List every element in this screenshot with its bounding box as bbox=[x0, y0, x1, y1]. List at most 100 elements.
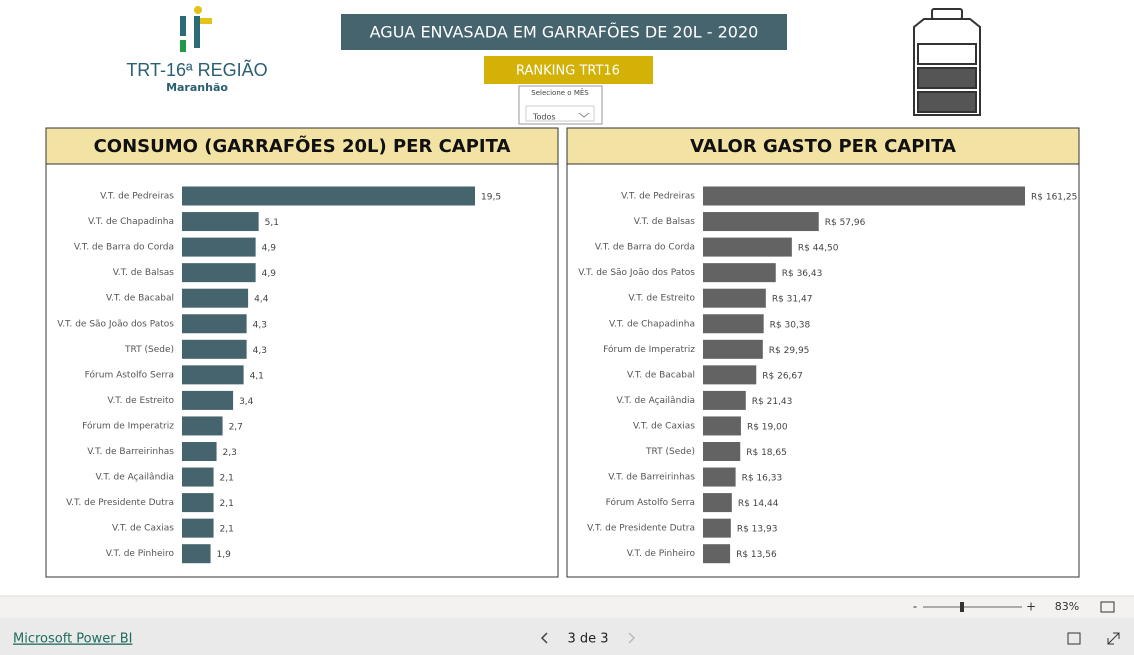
bar bbox=[182, 518, 214, 538]
bar bbox=[182, 212, 259, 232]
slicer-label: Selecione o MÊS bbox=[531, 88, 589, 97]
value-label: R$ 161,25 bbox=[1031, 193, 1077, 203]
subtitle-box bbox=[484, 56, 653, 84]
category-label: TRT (Sede) bbox=[124, 345, 174, 355]
brand-link[interactable]: Microsoft Power BI bbox=[13, 632, 132, 647]
zoom-in[interactable]: + bbox=[1026, 600, 1036, 614]
fit-page[interactable] bbox=[1100, 601, 1115, 613]
bar bbox=[703, 544, 731, 564]
category-label: V.T. de Barra do Corda bbox=[595, 243, 695, 253]
category-label: V.T. de Pedreiras bbox=[621, 192, 695, 202]
value-label: 4,9 bbox=[262, 244, 277, 254]
bar bbox=[182, 365, 244, 385]
bar bbox=[182, 263, 256, 283]
page-indicator: 3 de 3 bbox=[567, 632, 608, 647]
category-label: V.T. de Estreito bbox=[107, 396, 174, 406]
logo-title: TRT-16ª REGIÃO bbox=[126, 59, 267, 80]
value-label: 4,3 bbox=[253, 320, 267, 330]
bar bbox=[703, 237, 792, 257]
value-label: 3,4 bbox=[239, 397, 254, 407]
category-label: V.T. de Chapadinha bbox=[88, 217, 174, 227]
title-box bbox=[341, 14, 787, 50]
value-label: R$ 57,96 bbox=[825, 218, 866, 228]
category-label: V.T. de Pedreiras bbox=[100, 192, 174, 202]
value-label: R$ 31,47 bbox=[772, 295, 813, 305]
category-label: V.T. de Caxias bbox=[633, 421, 695, 431]
bar bbox=[182, 237, 256, 257]
category-label: V.T. de Pinheiro bbox=[106, 549, 175, 559]
bar bbox=[703, 416, 741, 436]
value-label: 1,9 bbox=[217, 550, 232, 560]
bar bbox=[182, 186, 475, 206]
zoom-thumb[interactable] bbox=[960, 602, 964, 612]
zoom-bar bbox=[0, 596, 1134, 618]
zoom-out[interactable]: - bbox=[913, 600, 917, 614]
dropdown-arrow bbox=[578, 112, 590, 118]
category-label: V.T. de Balsas bbox=[113, 268, 175, 278]
value-label: 5,1 bbox=[265, 218, 279, 228]
slicer-value: Todos bbox=[532, 113, 556, 122]
chart-title: CONSUMO (GARRAFÕES 20L) PER CAPITA bbox=[94, 134, 511, 157]
bar bbox=[703, 390, 746, 410]
panel-header bbox=[45, 127, 559, 165]
bar bbox=[182, 442, 217, 461]
category-label: V.T. de Bacabal bbox=[627, 370, 695, 380]
value-label: R$ 14,44 bbox=[738, 499, 779, 509]
prev-page[interactable] bbox=[540, 632, 548, 644]
value-label: R$ 21,43 bbox=[752, 397, 793, 407]
bar bbox=[182, 339, 247, 359]
value-label: R$ 30,38 bbox=[770, 320, 811, 330]
category-label: V.T. de Pinheiro bbox=[627, 549, 696, 559]
value-label: R$ 29,95 bbox=[769, 346, 810, 356]
value-label: R$ 44,50 bbox=[798, 244, 839, 254]
category-label: V.T. de São João dos Patos bbox=[578, 268, 695, 278]
bar bbox=[182, 467, 214, 487]
value-label: R$ 16,33 bbox=[742, 474, 783, 484]
bar bbox=[703, 263, 776, 283]
bar bbox=[703, 467, 736, 487]
value-label: 2,1 bbox=[220, 474, 234, 484]
category-label: TRT (Sede) bbox=[645, 447, 695, 457]
report-subtitle: RANKING TRT16 bbox=[516, 64, 620, 79]
bar bbox=[703, 212, 819, 232]
category-label: V.T. de Balsas bbox=[634, 217, 696, 227]
value-label: R$ 19,00 bbox=[747, 422, 788, 432]
share[interactable] bbox=[1067, 632, 1081, 645]
value-label: 2,3 bbox=[223, 448, 237, 458]
bottle-icon bbox=[913, 8, 981, 116]
value-label: 4,9 bbox=[262, 269, 277, 279]
slicer-dropdown[interactable] bbox=[525, 105, 595, 122]
value-label: 2,7 bbox=[229, 422, 243, 432]
logo-subtitle: Maranhão bbox=[166, 81, 228, 94]
bar bbox=[703, 518, 731, 538]
bar bbox=[182, 390, 234, 410]
category-label: V.T. de Barreirinhas bbox=[608, 473, 695, 483]
fullscreen[interactable] bbox=[1107, 632, 1120, 645]
panel-header bbox=[566, 127, 1080, 165]
category-label: V.T. de Barra do Corda bbox=[74, 243, 174, 253]
bar bbox=[182, 314, 247, 334]
value-label: 4,3 bbox=[253, 346, 267, 356]
category-label: V.T. de São João dos Patos bbox=[57, 319, 174, 329]
category-label: V.T. de Presidente Dutra bbox=[66, 498, 174, 508]
category-label: Fórum Astolfo Serra bbox=[606, 497, 695, 508]
logo bbox=[180, 6, 212, 52]
chart-title: VALOR GASTO PER CAPITA bbox=[690, 136, 956, 157]
value-label: 2,1 bbox=[220, 499, 234, 509]
bar bbox=[182, 493, 214, 513]
next-page[interactable] bbox=[628, 632, 636, 644]
value-label: R$ 13,56 bbox=[736, 550, 777, 560]
footer bbox=[0, 618, 1134, 655]
value-label: R$ 26,67 bbox=[762, 371, 803, 381]
bar bbox=[703, 186, 1025, 206]
bar bbox=[182, 416, 223, 436]
value-label: R$ 36,43 bbox=[782, 269, 823, 279]
bar bbox=[182, 288, 249, 308]
category-label: V.T. de Bacabal bbox=[106, 294, 174, 304]
value-label: R$ 18,65 bbox=[746, 448, 787, 458]
bar bbox=[182, 544, 211, 564]
report-title: AGUA ENVASADA EM GARRAFÕES DE 20L - 2020 bbox=[370, 23, 759, 42]
bar bbox=[703, 365, 757, 385]
